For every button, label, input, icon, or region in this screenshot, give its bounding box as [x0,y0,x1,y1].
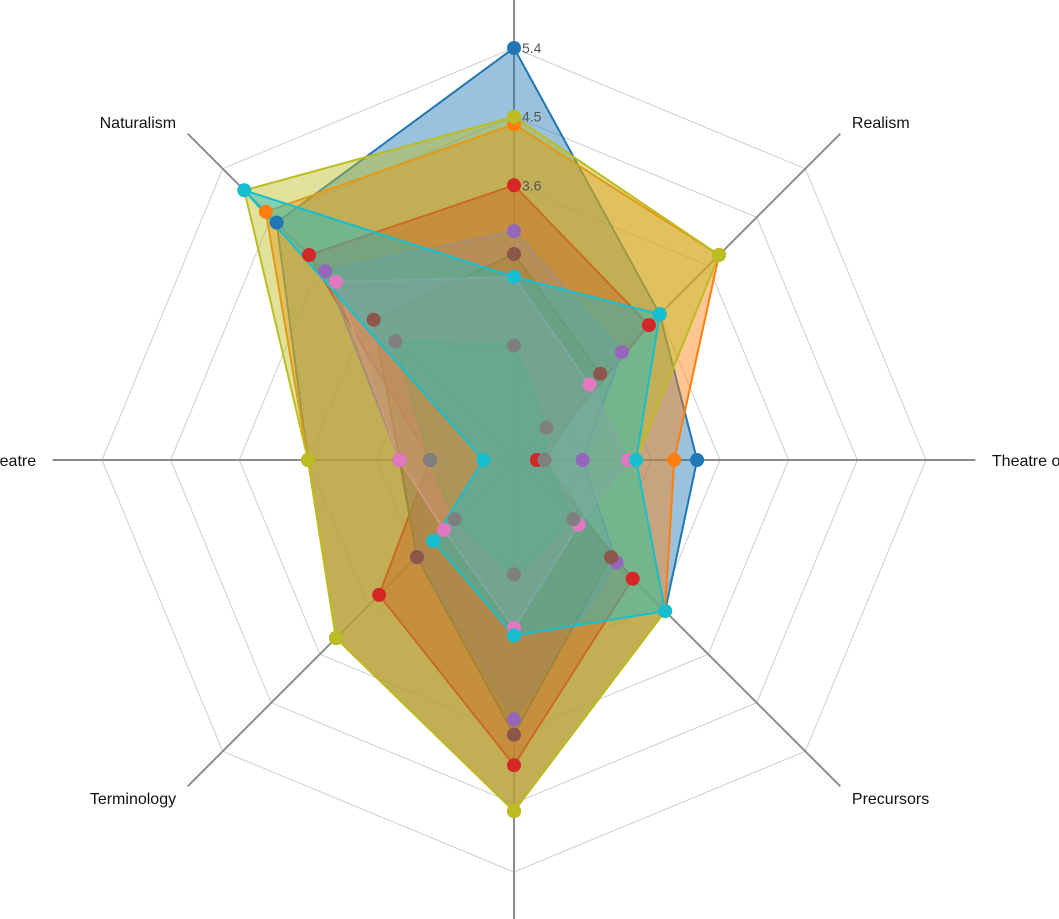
data-point[interactable] [507,338,521,353]
data-point[interactable] [436,523,451,538]
data-point[interactable] [507,758,521,773]
data-point[interactable] [409,550,424,565]
data-point[interactable] [388,334,403,349]
data-point[interactable] [507,804,521,818]
data-point[interactable] [258,204,273,219]
data-point[interactable] [537,453,552,467]
series-points-8 [237,183,673,643]
axis-label-theatre-of-the-absurd: Theatre of the Absurd [992,453,1059,470]
data-point[interactable] [507,567,521,582]
data-point[interactable] [329,631,343,645]
axis-label-naturalism: Naturalism [100,115,176,132]
axis-label-precursors: Precursors [852,791,929,808]
data-point[interactable] [507,247,521,261]
data-point[interactable] [614,345,629,360]
tick-label: 3.6 [522,177,542,193]
data-point[interactable] [667,453,682,467]
data-point[interactable] [658,604,673,619]
data-point[interactable] [652,307,667,322]
data-point[interactable] [302,248,316,262]
data-point[interactable] [507,109,521,124]
data-point[interactable] [566,512,581,527]
data-point[interactable] [507,178,521,193]
data-point[interactable] [392,453,407,467]
data-point[interactable] [575,453,590,467]
data-point[interactable] [372,587,387,602]
data-point[interactable] [366,312,381,327]
axis-label-epic-theatre: Epic Theatre [0,453,36,470]
series-points-6 [388,334,581,582]
tick-label: 4.5 [522,109,542,125]
data-point[interactable] [318,264,333,279]
data-point[interactable] [507,712,521,727]
data-point[interactable] [539,420,554,435]
series-points-2 [302,178,656,773]
data-point[interactable] [507,628,521,643]
data-point[interactable] [507,269,521,284]
data-point[interactable] [476,453,491,467]
data-point[interactable] [269,215,284,230]
data-point[interactable] [329,275,343,289]
data-point[interactable] [301,453,315,467]
data-point[interactable] [507,727,521,742]
data-point[interactable] [641,318,656,333]
data-point[interactable] [582,377,597,392]
data-point[interactable] [426,533,441,548]
tick-label: 5.4 [522,40,542,56]
data-point[interactable] [507,41,521,55]
data-point[interactable] [447,512,462,527]
radar-series [237,41,726,818]
axis-label-terminology: Terminology [90,791,176,808]
data-point[interactable] [593,366,608,381]
axis-label-realism: Realism [852,115,910,132]
data-point[interactable] [604,550,619,565]
data-point[interactable] [625,571,640,586]
data-point[interactable] [690,453,705,467]
data-point[interactable] [712,248,726,262]
data-point[interactable] [237,183,252,198]
axis-line-realism [513,132,842,461]
data-point[interactable] [507,224,521,239]
data-point[interactable] [423,453,438,467]
data-point[interactable] [629,453,644,467]
